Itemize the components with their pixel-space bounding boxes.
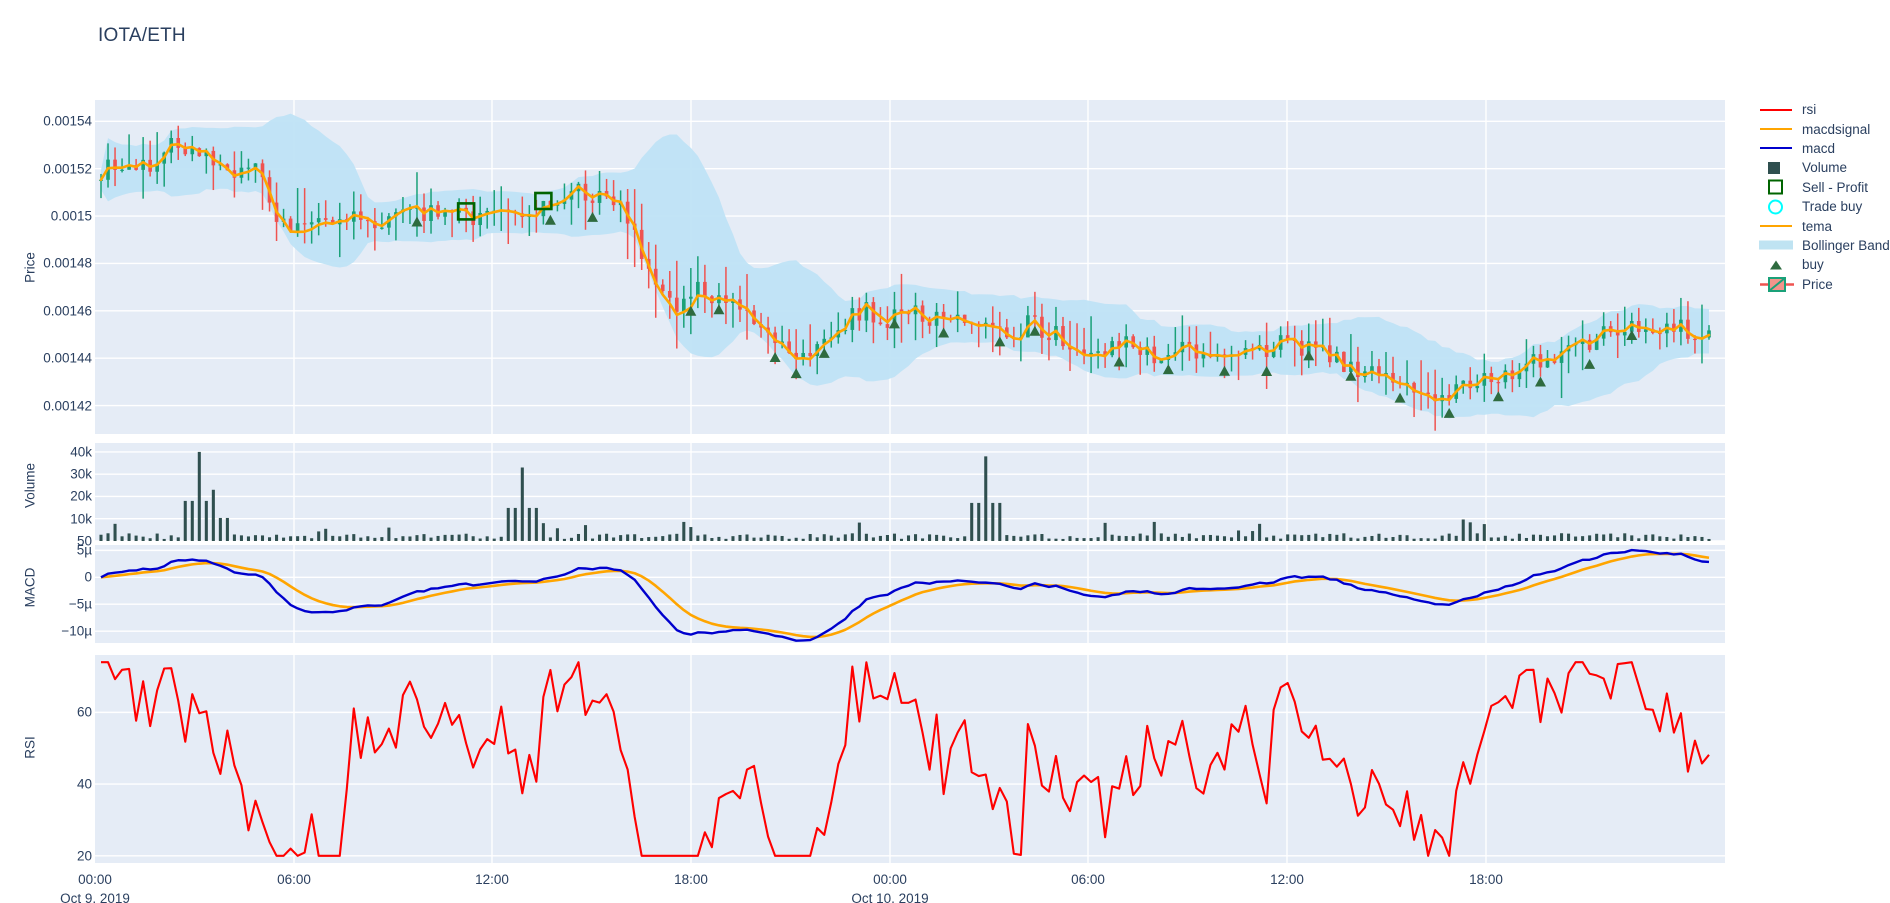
x-axis-tick: 12:00 [475,872,509,887]
y-axis-tick: −5µ [68,596,92,612]
volume-axis-title: Volume [22,462,38,509]
y-axis-tick: −10µ [61,623,92,639]
legend-item-label: Bollinger Band [1802,237,1890,253]
y-axis-tick: 5µ [76,542,92,558]
legend-triangle-up-icon [1770,260,1782,270]
rsi-plot [95,655,1725,863]
legend-item[interactable]: macd [1756,139,1888,158]
legend-item-label: Price [1802,276,1833,292]
y-axis-tick: 20k [70,488,92,504]
y-axis-tick: 40 [76,776,92,792]
legend-item-label: Sell - Profit [1802,179,1869,195]
chart-title: IOTA/ETH [98,25,186,46]
legend-item-label: rsi [1802,102,1817,118]
legend-item[interactable]: Price [1756,275,1888,294]
x-axis-tick: 18:00 [1469,872,1503,887]
legend-line-swatch-icon [1760,225,1792,228]
y-axis-tick: 0.00152 [43,161,92,177]
y-axis-tick: 60 [76,704,92,720]
legend-filled-square-icon [1768,161,1780,174]
legend-open-square-icon [1768,179,1783,195]
y-axis-tick: 30k [70,466,92,482]
legend-item[interactable]: buy [1756,255,1888,274]
y-axis-tick: 40k [70,444,92,460]
legend-item[interactable]: Trade buy [1756,197,1888,216]
volume-plot [95,443,1725,541]
legend-item[interactable]: Volume [1756,158,1888,177]
y-axis-tick: 50 [76,533,92,549]
legend-item[interactable]: tema [1756,216,1888,235]
legend-item[interactable]: Sell - Profit [1756,178,1888,197]
legend-item-label: macdsignal [1802,121,1871,137]
legend-item-label: buy [1802,257,1824,273]
legend-line-swatch-icon [1760,128,1792,131]
y-axis-tick: 0.00148 [43,255,92,271]
legend-item-label: macd [1802,140,1836,156]
macd-panel [95,545,1725,643]
y-axis-tick: 20 [76,848,92,864]
legend-item-label: tema [1802,218,1833,234]
y-axis-tick: 0 [84,569,92,585]
legend-band-swatch-icon [1759,240,1793,250]
chart-legend: rsi macdsignal macd Volume Sell - Profit Trad… [1756,100,1890,294]
y-axis-tick: 0.0015 [50,208,92,224]
macd-plot [95,545,1725,643]
y-axis-tick: 0.00154 [43,113,92,129]
x-axis-tick: 18:00 [674,872,708,887]
price-plot [95,100,1725,434]
x-axis-tick: 06:00 [1071,872,1105,887]
x-axis-tick: 00:00 [873,872,907,887]
legend-item[interactable]: rsi [1756,100,1888,119]
legend-item-label: Volume [1802,160,1848,176]
y-axis-tick: 0.00144 [43,350,92,366]
x-axis-tick: 12:00 [1270,872,1304,887]
rsi-panel [95,655,1725,863]
volume-panel [95,443,1725,541]
price-axis-title: Price [22,252,38,283]
y-axis-tick: 10k [70,511,92,527]
rsi-axis-title: RSI [22,736,38,759]
y-axis-tick: 0.00142 [43,398,92,414]
legend-line-swatch-icon [1760,108,1792,111]
legend-item[interactable]: Bollinger Band [1756,236,1890,255]
x-axis-tick: 06:00 [277,872,311,887]
macd-axis-title: MACD [22,567,38,608]
x-axis-date-label: Oct 9, 2019 [60,891,130,903]
legend-item[interactable]: macdsignal [1756,119,1888,138]
legend-item-label: Trade buy [1802,199,1863,215]
legend-line-swatch-icon [1760,147,1792,150]
y-axis-tick: 0.00146 [43,303,92,319]
x-axis-tick: 00:00 [78,872,112,887]
legend-candlestick-icon [1760,276,1794,292]
price-panel [95,100,1725,434]
x-axis-date-label: Oct 10, 2019 [851,891,929,903]
legend-open-circle-icon [1768,199,1783,215]
